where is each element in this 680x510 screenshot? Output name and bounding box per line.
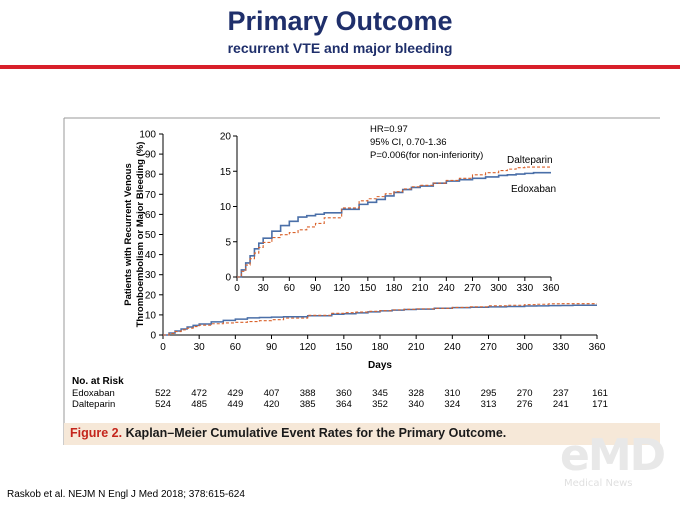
risk-cell: 352	[372, 399, 388, 410]
inset-x-tick-label: 210	[412, 283, 429, 294]
risk-cell: 241	[553, 399, 569, 410]
page-title: Primary Outcome	[227, 6, 453, 36]
inset-label-dalteparin: Dalteparin	[507, 155, 553, 166]
risk-cell: 407	[264, 388, 280, 399]
x-tick-label: 240	[444, 342, 461, 353]
y-tick-label: 90	[145, 150, 157, 161]
inset-x-tick-label: 330	[516, 283, 533, 294]
risk-cell: 522	[155, 388, 171, 399]
x-tick-label: 0	[160, 342, 166, 353]
page-subtitle: recurrent VTE and major bleeding	[227, 40, 453, 56]
risk-cell: 472	[191, 388, 207, 399]
x-tick-label: 150	[335, 342, 352, 353]
accent-divider	[0, 65, 680, 69]
stats-annotation-line: HR=0.97	[370, 124, 408, 135]
inset-x-tick-label: 90	[310, 283, 322, 294]
inset-x-tick-label: 150	[359, 283, 376, 294]
risk-table-title: No. at Risk	[72, 376, 124, 387]
risk-cell: 360	[336, 388, 352, 399]
x-tick-label: 270	[480, 342, 497, 353]
risk-cell: 171	[592, 399, 608, 410]
risk-cell: 524	[155, 399, 171, 410]
risk-cell: 295	[481, 388, 497, 399]
risk-cell: 345	[372, 388, 388, 399]
emd-logo: eMD Medical News	[560, 430, 670, 495]
y-tick-label: 80	[145, 170, 157, 181]
main-series-edoxaban	[163, 304, 597, 336]
inset-series-dalteparin	[237, 166, 551, 278]
risk-cell: 324	[444, 399, 460, 410]
inset-x-tick-label: 180	[386, 283, 403, 294]
citation: Raskob et al. NEJM N Engl J Med 2018; 37…	[7, 489, 245, 500]
y-tick-label: 100	[139, 130, 156, 141]
inset-background	[209, 128, 563, 299]
x-tick-label: 180	[372, 342, 389, 353]
inset-series-edoxaban	[237, 171, 551, 278]
inset-x-tick-label: 270	[464, 283, 481, 294]
stats-annotation-line: P=0.006(for non-inferiority)	[370, 150, 483, 161]
inset-x-tick-label: 300	[490, 283, 507, 294]
risk-cell: 276	[517, 399, 533, 410]
y-tick-label: 20	[145, 290, 157, 301]
risk-cell: 340	[408, 399, 424, 410]
x-tick-label: 210	[408, 342, 425, 353]
x-tick-label: 90	[266, 342, 278, 353]
risk-cell: 237	[553, 388, 569, 399]
y-tick-label: 50	[145, 230, 157, 241]
x-axis-label: Days	[368, 360, 392, 371]
x-tick-label: 360	[589, 342, 606, 353]
x-tick-label: 30	[194, 342, 206, 353]
inset-x-tick-label: 360	[543, 283, 560, 294]
inset-y-tick-label: 5	[225, 237, 231, 248]
inset-label-edoxaban: Edoxaban	[511, 184, 556, 195]
inset-x-tick-label: 0	[234, 283, 240, 294]
y-tick-label: 70	[145, 190, 157, 201]
inset-x-tick-label: 60	[284, 283, 296, 294]
x-tick-label: 330	[552, 342, 569, 353]
inset-x-tick-label: 120	[333, 283, 350, 294]
y-axis-label: Patients with Recurrent VenousThromboemb…	[123, 142, 146, 328]
inset-y-tick-label: 15	[220, 167, 232, 178]
x-tick-label: 60	[230, 342, 242, 353]
inset-chart: 0 5 10 15 20 0 30 60 90 120 150 180 210 240 270 300 330 3…	[209, 124, 563, 299]
y-tick-label: 10	[145, 310, 157, 321]
y-tick-label: 40	[145, 250, 157, 261]
figure-label: Figure 2.	[70, 426, 123, 440]
risk-cell: 161	[592, 388, 608, 399]
risk-cell: 420	[264, 399, 280, 410]
inset-x-tick-label: 30	[258, 283, 270, 294]
inset-y-tick-label: 10	[220, 202, 232, 213]
risk-row-label: Edoxaban	[72, 388, 115, 399]
risk-cell: 310	[444, 388, 460, 399]
risk-cell: 270	[517, 388, 533, 399]
risk-cell: 385	[300, 399, 316, 410]
logo-text: eMD	[560, 430, 666, 481]
inset-y-tick-label: 0	[225, 273, 231, 284]
risk-cell: 364	[336, 399, 352, 410]
main-series-dalteparin	[163, 303, 597, 336]
x-tick-label: 300	[516, 342, 533, 353]
risk-cell: 485	[191, 399, 207, 410]
logo-subtext: Medical News	[564, 478, 633, 489]
risk-cell: 388	[300, 388, 316, 399]
caption-text: Kaplan–Meier Cumulative Event Rates for …	[125, 426, 507, 440]
risk-row-label: Dalteparin	[72, 399, 115, 410]
y-tick-label: 30	[145, 270, 157, 281]
risk-cell: 328	[408, 388, 424, 399]
caption-bar	[64, 423, 660, 445]
risk-cell: 429	[227, 388, 243, 399]
risk-cell: 313	[481, 399, 497, 410]
y-tick-label: 60	[145, 210, 157, 221]
inset-y-tick-label: 20	[220, 132, 232, 143]
inset-x-tick-label: 240	[438, 283, 455, 294]
risk-cell: 449	[227, 399, 243, 410]
figure-caption: Figure 2. Kaplan–Meier Cumulative Event …	[70, 426, 506, 440]
y-tick-label: 0	[150, 331, 156, 342]
x-tick-label: 120	[299, 342, 316, 353]
stats-annotation-line: 95% CI, 0.70-1.36	[370, 137, 447, 148]
